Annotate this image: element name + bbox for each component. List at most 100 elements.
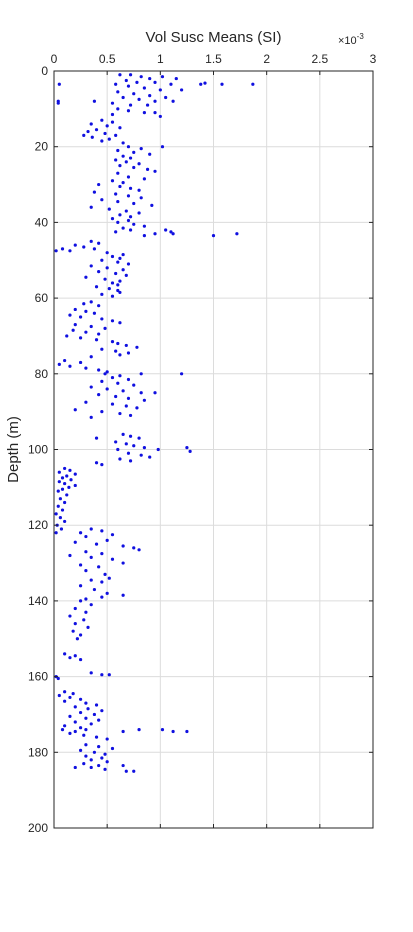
data-point	[86, 707, 90, 711]
data-point	[137, 727, 141, 732]
data-point	[126, 218, 131, 223]
x-tick-label: 1.5	[205, 52, 222, 66]
data-point	[73, 472, 77, 476]
data-point	[73, 307, 77, 312]
data-point	[110, 375, 115, 380]
data-point	[107, 576, 111, 580]
data-point	[73, 408, 77, 412]
data-point	[68, 731, 72, 735]
data-point	[54, 249, 58, 253]
data-point	[68, 468, 72, 472]
data-point	[158, 88, 162, 92]
data-point	[121, 763, 125, 768]
data-point	[124, 442, 128, 446]
data-point	[89, 671, 93, 675]
y-tick-label: 200	[28, 821, 48, 835]
data-point	[89, 415, 93, 419]
data-point	[78, 584, 83, 588]
data-point	[78, 599, 83, 603]
data-point	[84, 701, 88, 705]
data-point	[142, 224, 146, 228]
data-point	[121, 154, 125, 158]
data-point	[65, 493, 69, 497]
data-point	[100, 595, 104, 599]
data-point	[97, 304, 101, 308]
data-point	[100, 317, 104, 321]
data-point	[137, 436, 141, 440]
x-axis-exponent: ×10-3	[338, 32, 364, 47]
data-point	[94, 542, 99, 546]
data-point	[118, 184, 122, 189]
data-point	[100, 198, 104, 202]
data-point	[107, 137, 111, 141]
data-point	[97, 270, 101, 274]
data-point	[92, 587, 97, 592]
data-point	[110, 557, 115, 561]
data-point	[65, 474, 69, 478]
data-point	[89, 324, 93, 329]
data-point	[78, 697, 83, 701]
data-point	[78, 360, 83, 365]
data-point	[185, 446, 189, 450]
data-point	[82, 245, 86, 249]
data-point	[160, 727, 165, 732]
data-point	[71, 629, 75, 633]
data-point	[97, 393, 101, 397]
data-point	[100, 463, 104, 467]
data-point	[118, 164, 122, 168]
data-point	[105, 538, 109, 542]
x-tick-label: 1	[157, 52, 164, 66]
y-tick-label: 0	[41, 64, 48, 78]
data-point	[82, 618, 86, 622]
data-point	[116, 341, 120, 346]
data-point	[100, 709, 104, 713]
data-point	[128, 459, 133, 463]
data-point	[116, 260, 120, 264]
data-point	[121, 389, 125, 393]
x-tick-label: 2.5	[311, 52, 328, 66]
data-point	[89, 122, 93, 126]
data-point	[139, 391, 143, 395]
data-point	[126, 262, 131, 266]
data-point	[60, 476, 65, 480]
data-point	[103, 767, 107, 771]
data-point	[100, 673, 104, 677]
data-point	[94, 735, 99, 739]
data-point	[57, 470, 61, 474]
data-point	[124, 769, 128, 773]
data-point	[78, 748, 83, 753]
data-point	[103, 572, 107, 577]
data-point	[94, 128, 99, 132]
data-point	[150, 203, 154, 207]
data-point	[121, 141, 125, 145]
data-point	[73, 705, 77, 709]
data-point	[116, 90, 120, 94]
data-point	[71, 328, 75, 332]
data-point	[164, 228, 168, 232]
data-point	[84, 330, 88, 334]
data-point	[114, 271, 118, 276]
data-point	[86, 625, 90, 629]
data-point	[84, 550, 88, 554]
data-point	[116, 288, 120, 293]
data-point	[68, 364, 72, 368]
data-point	[135, 345, 139, 349]
data-point	[89, 355, 93, 359]
data-point	[211, 234, 216, 238]
y-tick-label: 180	[28, 745, 48, 759]
data-point	[142, 86, 146, 90]
data-point	[180, 372, 184, 376]
data-point	[164, 95, 168, 100]
data-point	[103, 326, 107, 330]
data-point	[124, 209, 128, 213]
data-point	[68, 656, 72, 660]
data-point	[110, 112, 115, 117]
data-points	[54, 73, 255, 773]
data-point	[118, 353, 122, 357]
data-point	[100, 258, 104, 262]
data-point	[118, 279, 122, 283]
data-point	[84, 743, 88, 747]
data-point	[124, 78, 128, 83]
data-point	[174, 76, 178, 81]
data-point	[97, 763, 101, 768]
